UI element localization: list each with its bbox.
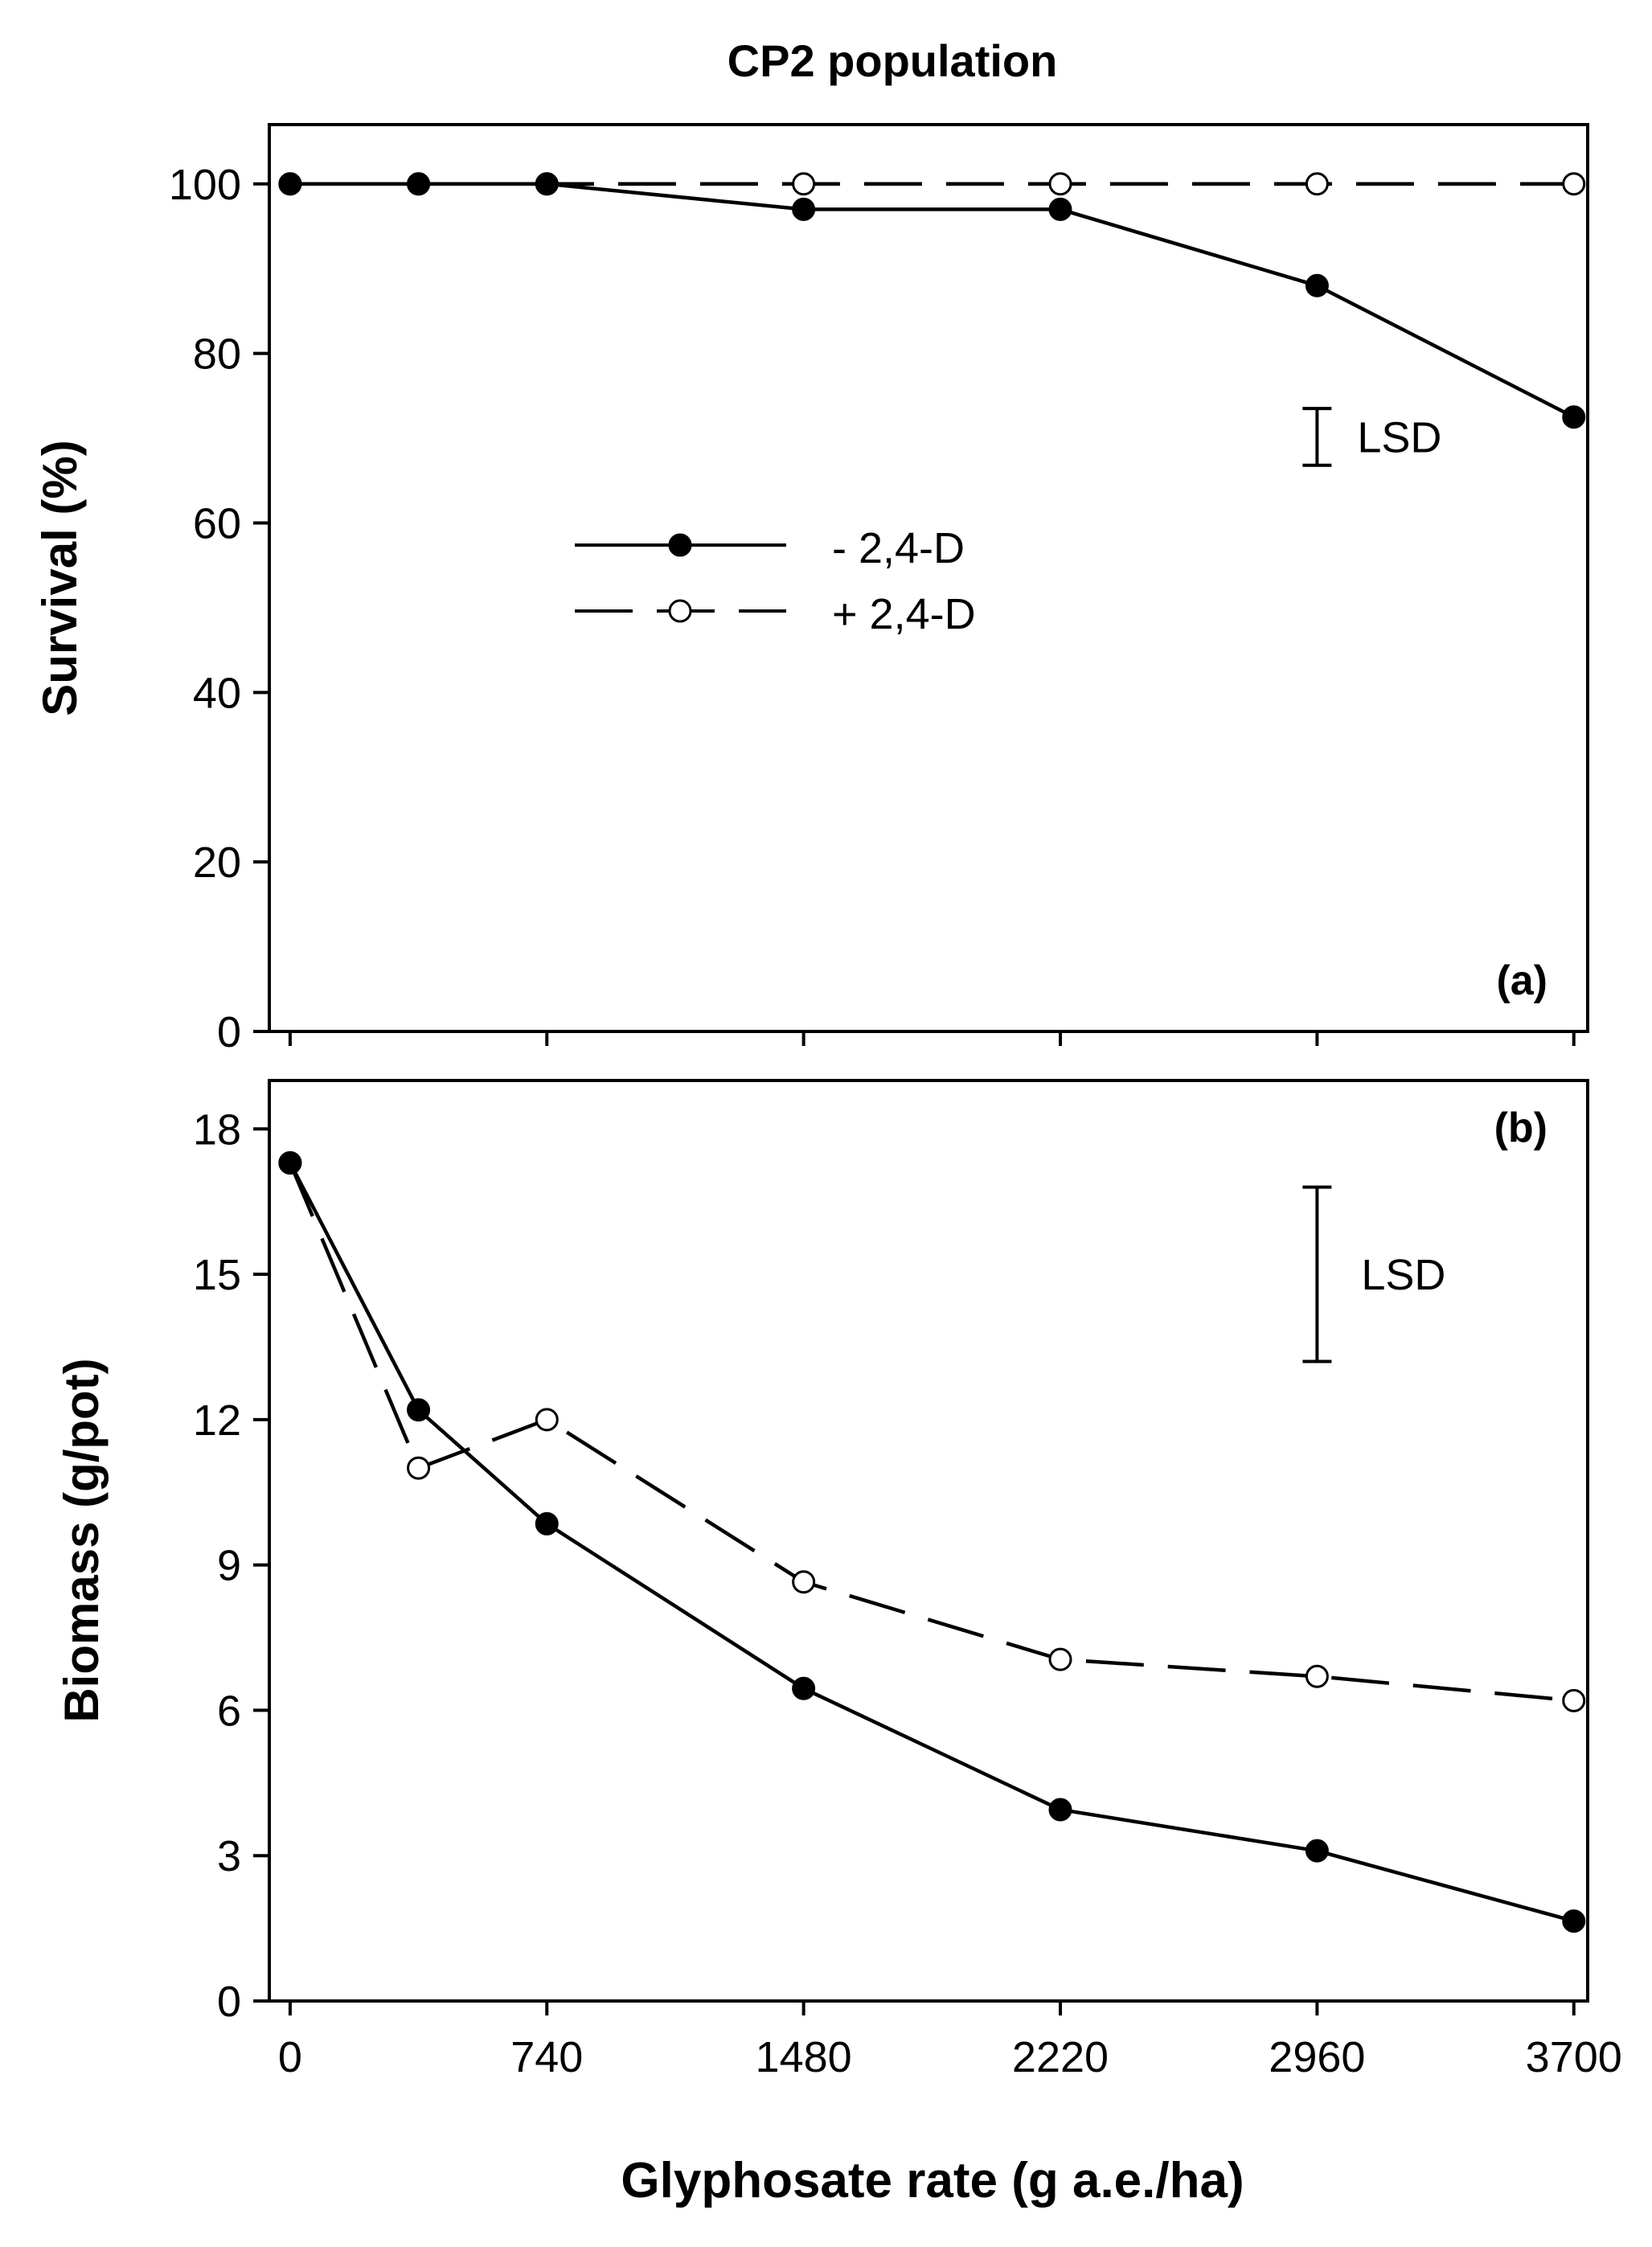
series-line-a-minus (289, 182, 1575, 419)
point-b-plus-4 (1048, 1647, 1072, 1671)
point-b-plus-3 (792, 1570, 816, 1594)
x-tick-label-1: 740 (510, 2033, 583, 2081)
point-b-minus-6 (1562, 1909, 1586, 1933)
legend-marker-plus (668, 599, 692, 623)
panel-a: 0 20 40 60 80 100 LSD Survival (%) (a) - 2,4-… (33, 123, 1589, 1056)
panel-label-a: (a) (1496, 957, 1547, 1004)
point-b-minus-1 (407, 1398, 431, 1422)
point-a-plus-4 (1048, 172, 1072, 196)
point-a-minus-4 (1048, 197, 1072, 221)
point-b-minus-2 (535, 1511, 559, 1536)
y-tick-label-a-3: 60 (193, 499, 241, 547)
point-a-minus-6 (1562, 405, 1586, 429)
point-a-minus-2 (535, 172, 559, 196)
point-a-minus-1 (407, 172, 431, 196)
y-tick-label-a-5: 100 (169, 161, 241, 209)
y-tick-label-a-0: 0 (217, 1008, 241, 1056)
y-tick-label-a-2: 40 (193, 669, 241, 717)
series-line-b-plus (288, 1162, 1574, 1703)
y-tick-label-b-2: 6 (217, 1687, 241, 1735)
y-axis-title-b: Biomass (g/pot) (55, 1358, 109, 1722)
y-tick-label-b-6: 18 (193, 1105, 241, 1154)
y-tick-label-b-3: 9 (217, 1542, 241, 1590)
legend: - 2,4-D + 2,4-D (575, 524, 976, 638)
point-b-plus-6 (1562, 1688, 1586, 1712)
point-a-minus-0 (278, 172, 302, 196)
point-a-plus-3 (792, 172, 816, 196)
plot-frame-b (268, 1079, 1589, 2003)
y-axis-title-a: Survival (%) (33, 440, 87, 716)
x-tick-label-4: 2960 (1269, 2033, 1365, 2081)
point-a-plus-6 (1562, 172, 1586, 196)
panel-b: 0 3 6 9 12 15 18 0 740 1480 2220 2960 3700 LSD Biom… (55, 1079, 1622, 2208)
plot-frame-a (268, 123, 1589, 1033)
x-axis-title: Glyphosate rate (g a.e./ha) (621, 2153, 1244, 2208)
point-b-minus-5 (1305, 1839, 1329, 1863)
point-b-minus-3 (792, 1676, 816, 1700)
point-b-plus-5 (1305, 1664, 1329, 1688)
panel-label-b: (b) (1494, 1105, 1547, 1151)
point-a-minus-3 (792, 197, 816, 221)
point-b-minus-0 (278, 1150, 302, 1175)
x-tick-label-3: 2220 (1012, 2033, 1109, 2081)
y-tick-label-b-1: 3 (217, 1832, 241, 1880)
y-tick-label-a-1: 20 (193, 839, 241, 887)
x-tick-label-0: 0 (278, 2033, 302, 2081)
legend-label-minus: - 2,4-D (832, 524, 965, 572)
y-tick-label-b-5: 15 (193, 1251, 241, 1299)
point-b-minus-4 (1048, 1798, 1072, 1822)
y-tick-label-b-4: 12 (193, 1396, 241, 1445)
legend-marker-minus (668, 533, 692, 557)
legend-label-plus: + 2,4-D (832, 590, 976, 638)
lsd-label-a: LSD (1357, 413, 1441, 461)
point-b-plus-2 (535, 1408, 559, 1432)
x-tick-label-5: 3700 (1526, 2033, 1622, 2081)
point-a-plus-5 (1305, 172, 1329, 196)
point-b-plus-1 (407, 1456, 431, 1480)
y-tick-label-a-4: 80 (193, 330, 241, 379)
chart-title: CP2 population (728, 35, 1058, 86)
x-tick-label-2: 1480 (756, 2033, 852, 2081)
y-tick-label-b-0: 0 (217, 1978, 241, 2026)
point-a-minus-5 (1305, 273, 1329, 297)
lsd-label-b: LSD (1361, 1251, 1445, 1299)
